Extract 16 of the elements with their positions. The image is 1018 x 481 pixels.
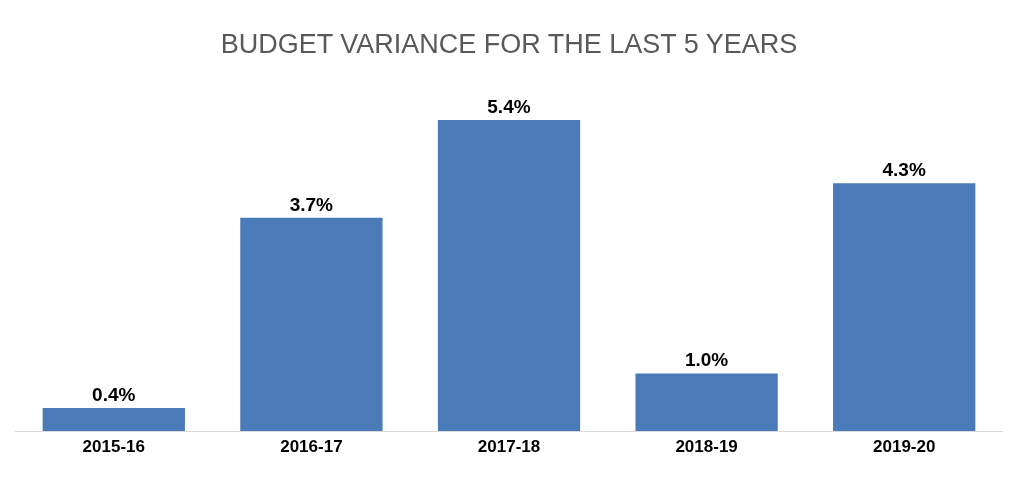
data-label: 3.7% xyxy=(289,193,334,215)
chart-title: BUDGET VARIANCE FOR THE LAST 5 YEARS xyxy=(220,28,798,59)
x-tick-label: 2015-16 xyxy=(82,437,145,457)
x-tick-label: 2018-19 xyxy=(675,437,738,457)
data-label: 5.4% xyxy=(487,95,531,117)
bar xyxy=(635,373,778,431)
data-label: 0.4% xyxy=(92,383,136,405)
bar xyxy=(240,217,383,431)
data-label: 4.3% xyxy=(882,159,926,181)
x-tick-label: 2017-18 xyxy=(477,437,541,457)
bar xyxy=(437,119,581,431)
data-label: 1.0% xyxy=(684,349,729,371)
bar xyxy=(833,183,976,431)
bar xyxy=(42,407,185,431)
x-tick-label: 2016-17 xyxy=(280,437,343,457)
x-tick-label: 2019-20 xyxy=(873,437,936,457)
